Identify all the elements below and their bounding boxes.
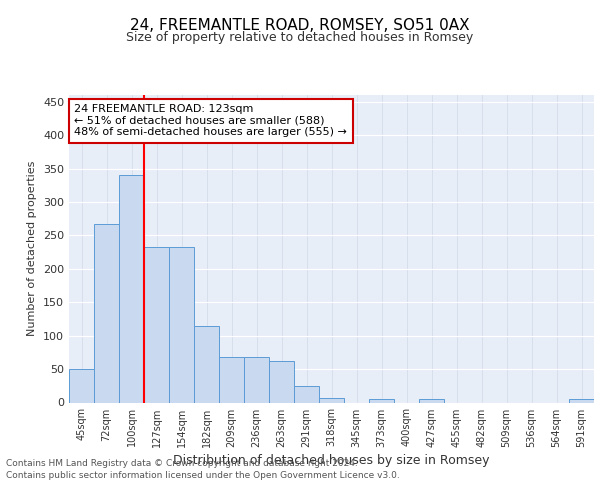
Bar	[119, 175, 144, 402]
Text: 24 FREEMANTLE ROAD: 123sqm
← 51% of detached houses are smaller (588)
48% of sem: 24 FREEMANTLE ROAD: 123sqm ← 51% of deta…	[74, 104, 347, 138]
Bar	[194, 326, 219, 402]
Text: Contains HM Land Registry data © Crown copyright and database right 2024.: Contains HM Land Registry data © Crown c…	[6, 458, 358, 468]
X-axis label: Distribution of detached houses by size in Romsey: Distribution of detached houses by size …	[173, 454, 490, 466]
Y-axis label: Number of detached properties: Number of detached properties	[28, 161, 37, 336]
Bar	[94, 224, 119, 402]
Bar	[369, 399, 394, 402]
Bar	[69, 369, 94, 402]
Bar	[219, 357, 244, 403]
Bar	[294, 386, 319, 402]
Bar	[419, 399, 444, 402]
Bar	[144, 248, 169, 402]
Text: 24, FREEMANTLE ROAD, ROMSEY, SO51 0AX: 24, FREEMANTLE ROAD, ROMSEY, SO51 0AX	[130, 18, 470, 32]
Bar	[169, 248, 194, 402]
Text: Contains public sector information licensed under the Open Government Licence v3: Contains public sector information licen…	[6, 471, 400, 480]
Bar	[244, 357, 269, 403]
Bar	[569, 399, 594, 402]
Bar	[269, 361, 294, 403]
Text: Size of property relative to detached houses in Romsey: Size of property relative to detached ho…	[127, 31, 473, 44]
Bar	[319, 398, 344, 402]
